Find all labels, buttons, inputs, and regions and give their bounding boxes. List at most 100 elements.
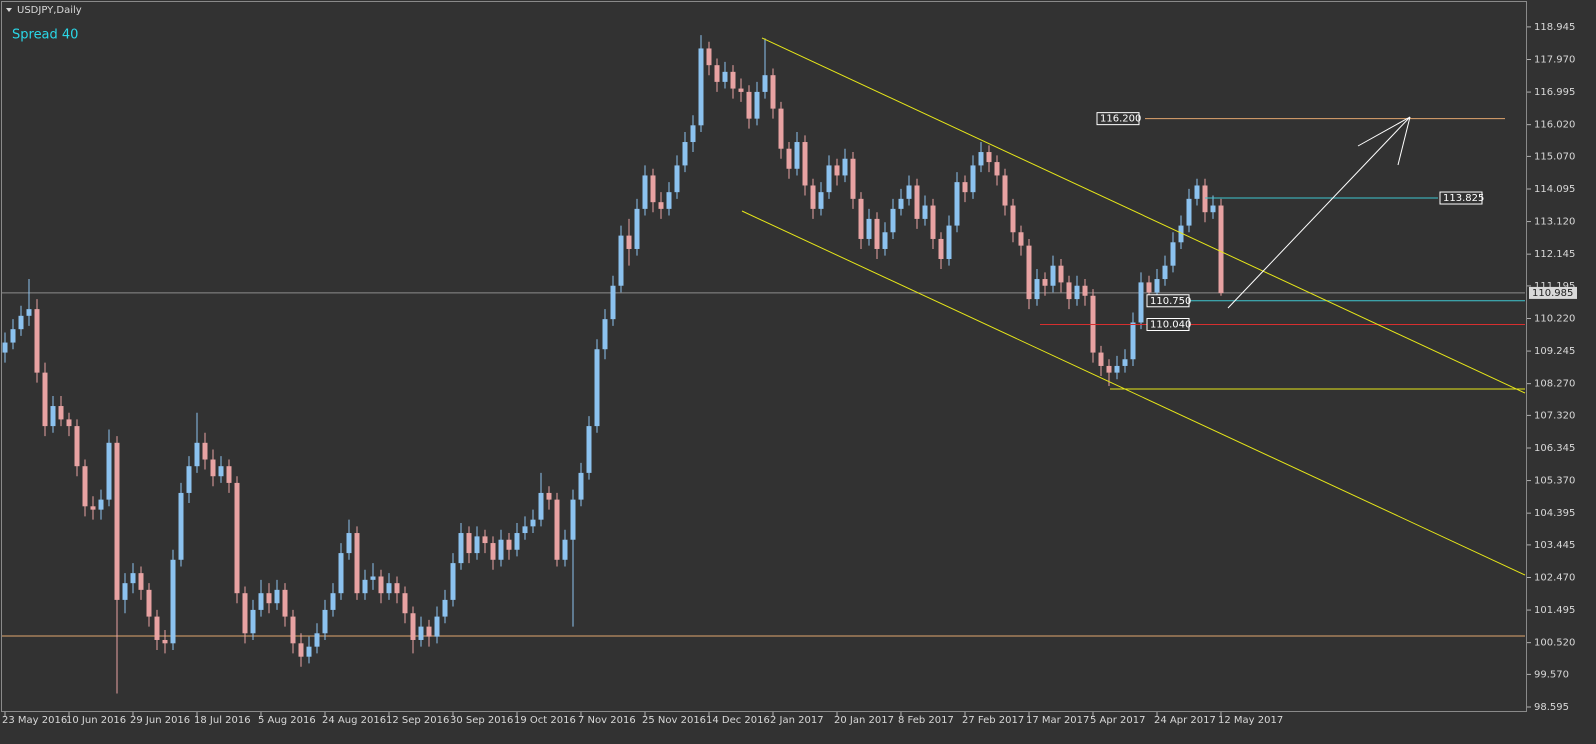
candle-body xyxy=(730,71,736,89)
candle-body xyxy=(322,609,328,634)
candle-body xyxy=(346,533,352,554)
candle-body xyxy=(722,71,728,82)
candle-body xyxy=(954,182,960,226)
candle-body xyxy=(242,593,248,634)
candle-body xyxy=(450,563,456,600)
candle-body xyxy=(274,589,280,604)
candle-body xyxy=(370,576,376,580)
menu-triangle[interactable] xyxy=(6,8,12,12)
candle-body xyxy=(1162,265,1168,280)
y-tick-label: 112.145 xyxy=(1534,249,1575,260)
candle-body xyxy=(1178,225,1184,243)
candle-body xyxy=(666,192,672,209)
x-tick-label: 17 Mar 2017 xyxy=(1026,715,1089,726)
candle-body xyxy=(850,158,856,199)
x-tick-label: 23 May 2016 xyxy=(2,715,67,726)
candle-body xyxy=(826,165,832,193)
candle-body xyxy=(490,543,496,560)
x-tick-label: 19 Oct 2016 xyxy=(514,715,576,726)
candle-body xyxy=(1186,198,1192,226)
candle-body xyxy=(386,583,392,594)
candle-body xyxy=(522,526,528,534)
candle-body xyxy=(962,182,968,193)
plot-area xyxy=(2,35,1525,694)
candle-body xyxy=(362,579,368,594)
candle-body xyxy=(1018,232,1024,246)
candle-body xyxy=(1170,242,1176,266)
candle-body xyxy=(378,576,384,594)
candle-body xyxy=(1114,365,1120,373)
x-tick-label: 2 Jan 2017 xyxy=(770,715,824,726)
candle-body xyxy=(746,91,752,119)
candle-body xyxy=(290,616,296,644)
x-tick-label: 10 Jun 2016 xyxy=(66,715,126,726)
level-label-box xyxy=(1096,112,1140,126)
candle-body xyxy=(674,165,680,193)
candle-body xyxy=(506,539,512,550)
candle-body xyxy=(514,533,520,550)
candle-body xyxy=(178,492,184,560)
candle-body xyxy=(898,198,904,209)
candle-body xyxy=(938,238,944,260)
y-tick-label: 104.395 xyxy=(1534,508,1575,519)
candle-body xyxy=(10,329,16,343)
candle-body xyxy=(802,142,808,186)
plot-frame xyxy=(1,1,1527,712)
x-tick-label: 24 Apr 2017 xyxy=(1154,715,1216,726)
x-tick-label: 27 Feb 2017 xyxy=(962,715,1024,726)
candle-body xyxy=(74,426,80,467)
y-tick-label: 99.570 xyxy=(1534,669,1569,680)
candle-body xyxy=(82,466,88,507)
candle-body xyxy=(1002,175,1008,206)
candle-body xyxy=(50,406,56,427)
candle-body xyxy=(578,472,584,500)
candle-body xyxy=(858,198,864,239)
level-label: 116.200 xyxy=(1100,114,1141,125)
candle-body xyxy=(1074,285,1080,300)
x-tick-label: 8 Feb 2017 xyxy=(898,715,954,726)
candle-body xyxy=(202,442,208,460)
y-tick-label: 98.595 xyxy=(1534,702,1569,713)
level-label-box xyxy=(1439,191,1483,205)
x-tick-label: 5 Aug 2016 xyxy=(258,715,316,726)
candle-body xyxy=(618,235,624,286)
candle-body xyxy=(634,208,640,249)
candle-body xyxy=(914,185,920,219)
candle-body xyxy=(986,152,992,163)
candle-body xyxy=(562,539,568,560)
labels: 118.945 117.970 116.995 116.020 115.070 114.0… xyxy=(2,22,1577,726)
candle-body xyxy=(698,48,704,126)
candle-body xyxy=(810,185,816,209)
level-label: 113.825 xyxy=(1443,193,1484,204)
candle-body xyxy=(610,285,616,320)
candle-body xyxy=(130,573,136,584)
candle-body xyxy=(426,626,432,637)
candle-body xyxy=(930,205,936,239)
candle-body xyxy=(1082,285,1088,296)
y-tick-label: 101.495 xyxy=(1534,605,1575,616)
candle-body xyxy=(874,218,880,249)
x-tick-label: 14 Dec 2016 xyxy=(706,715,770,726)
y-tick-label: 118.945 xyxy=(1534,22,1575,33)
candle-body xyxy=(306,646,312,657)
candle-body xyxy=(994,162,1000,176)
x-tick-label: 12 Sep 2016 xyxy=(386,715,449,726)
candle-body xyxy=(298,643,304,657)
candle-body xyxy=(706,48,712,66)
x-tick-label: 12 May 2017 xyxy=(1218,715,1283,726)
arrow-line xyxy=(1227,116,1411,309)
y-tick-label: 100.520 xyxy=(1534,638,1575,649)
candle-body xyxy=(554,499,560,560)
candle-body xyxy=(234,482,240,594)
candle-body xyxy=(2,342,8,353)
x-tick-label: 7 Nov 2016 xyxy=(578,715,636,726)
candle-body xyxy=(754,91,760,119)
candle-body xyxy=(482,536,488,544)
y-tick-label: 105.370 xyxy=(1534,476,1575,487)
y-tick-label: 107.320 xyxy=(1534,410,1575,421)
candle-body xyxy=(330,593,336,610)
candle-body xyxy=(410,613,416,640)
level-label: 110.750 xyxy=(1150,296,1191,307)
candle-body xyxy=(474,536,480,554)
